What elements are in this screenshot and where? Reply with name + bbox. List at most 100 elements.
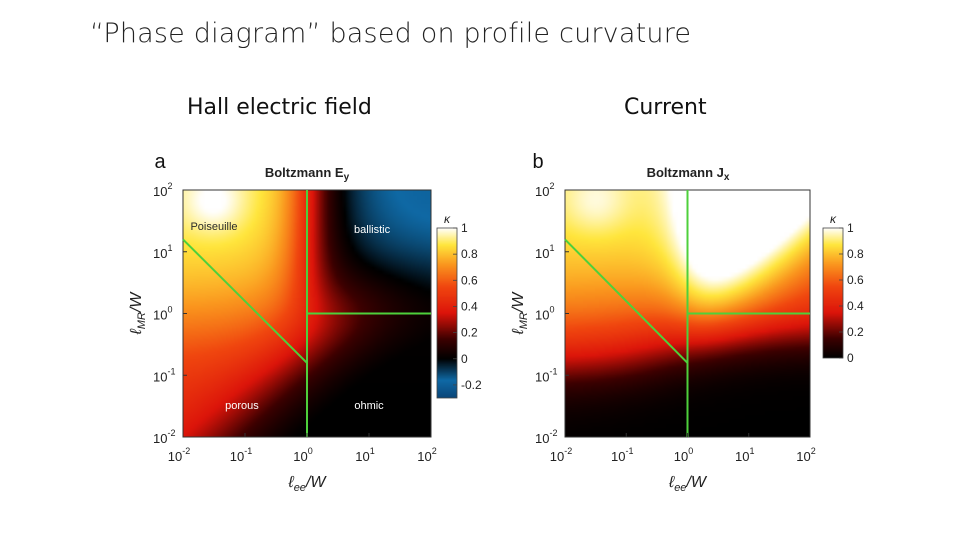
y-tick-label: 101 xyxy=(153,243,172,261)
label-rest: /W xyxy=(685,474,707,491)
region-label: ohmic xyxy=(354,400,384,412)
colorbar-label: κ xyxy=(830,212,837,226)
colorbar-tick-label: 0.8 xyxy=(461,247,478,261)
tick-exponent: 0 xyxy=(688,446,693,456)
y-axis-label: ℓMR/W xyxy=(128,291,148,336)
colorbar-tick-label: 0.4 xyxy=(461,299,478,313)
tick-exponent: 0 xyxy=(167,305,172,315)
colorbar-tick-label: 0 xyxy=(461,352,468,366)
tick-base: 10 xyxy=(355,449,369,464)
phase-boundary-line xyxy=(182,238,308,364)
tick-exponent: -1 xyxy=(244,446,252,456)
tick-base: 10 xyxy=(550,449,564,464)
tick-base: 10 xyxy=(153,184,167,199)
tick-base: 10 xyxy=(535,246,549,261)
title-subscript: y xyxy=(344,172,350,183)
tick-base: 10 xyxy=(535,308,549,323)
region-label: porous xyxy=(225,400,259,412)
tick-base: 10 xyxy=(153,431,167,446)
tick-base: 10 xyxy=(168,449,182,464)
panel-label: b xyxy=(532,151,543,173)
colorbar-tick-label: 0 xyxy=(847,351,854,365)
y-tick-label: 10-1 xyxy=(535,366,557,384)
x-tick-label: 100 xyxy=(293,446,312,464)
y-tick-label: 101 xyxy=(535,243,554,261)
heatmap-panel-b: 10-2 10-1 100 101 10210-210-1100101102ℓee/Wℓ… xyxy=(510,151,864,494)
tick-base: 10 xyxy=(153,246,167,261)
right-column-header: Current xyxy=(624,95,707,120)
tick-base: 10 xyxy=(293,449,307,464)
colorbar-gradient xyxy=(823,228,843,358)
label-symbol: ℓ xyxy=(288,474,295,491)
label-subscript: MR xyxy=(518,312,530,329)
label-subscript: ee xyxy=(294,482,306,494)
tick-base: 10 xyxy=(153,369,167,384)
colorbar-tick-label: 0.6 xyxy=(461,273,478,287)
colorbar-gradient xyxy=(437,228,457,398)
x-axis-label: ℓee/W xyxy=(288,474,328,494)
tick-exponent: 1 xyxy=(549,243,554,253)
tick-exponent: -2 xyxy=(549,428,557,438)
panel-label: a xyxy=(154,151,166,173)
y-tick-label: 102 xyxy=(535,181,554,199)
y-tick-label: 10-2 xyxy=(535,428,557,446)
region-label: ballistic xyxy=(354,224,391,236)
x-tick-label: 101 xyxy=(355,446,374,464)
label-symbol: ℓ xyxy=(668,474,675,491)
plot-title: Boltzmann Jx xyxy=(647,165,730,183)
tick-base: 10 xyxy=(611,449,625,464)
label-subscript: MR xyxy=(136,312,148,329)
tick-exponent: 0 xyxy=(308,446,313,456)
tick-base: 10 xyxy=(535,184,549,199)
left-column-header: Hall electric field xyxy=(187,95,372,120)
tick-exponent: -1 xyxy=(625,446,633,456)
x-axis-label: ℓee/W xyxy=(668,474,708,494)
x-tick-label: 10-2 xyxy=(168,446,190,464)
tick-base: 10 xyxy=(674,449,688,464)
colorbar-tick-label: 0.2 xyxy=(461,326,478,340)
tick-exponent: 1 xyxy=(167,243,172,253)
colorbar-frame xyxy=(822,227,844,359)
y-tick-label: 100 xyxy=(535,305,554,323)
colorbar-label: κ xyxy=(444,212,451,226)
title-main: Boltzmann J xyxy=(647,165,724,180)
x-tick-label: 10-1 xyxy=(230,446,252,464)
tick-exponent: 1 xyxy=(370,446,375,456)
label-symbol: ℓ xyxy=(510,328,527,335)
tick-base: 10 xyxy=(153,308,167,323)
x-tick-label: 102 xyxy=(796,446,815,464)
tick-exponent: 2 xyxy=(432,446,437,456)
tick-base: 10 xyxy=(230,449,244,464)
label-rest: /W xyxy=(305,474,327,491)
colorbar-tick-label: 1 xyxy=(847,221,854,235)
y-tick-label: 10-1 xyxy=(153,366,175,384)
phase-boundary-line xyxy=(564,238,689,364)
label-rest: /W xyxy=(510,291,527,313)
title-main: Boltzmann E xyxy=(265,165,344,180)
colorbar-tick-label: -0.2 xyxy=(461,378,482,392)
tick-base: 10 xyxy=(796,449,810,464)
tick-base: 10 xyxy=(535,431,549,446)
label-subscript: ee xyxy=(674,482,686,494)
y-axis-label: ℓMR/W xyxy=(510,291,530,336)
region-label: Poiseuille xyxy=(190,221,237,233)
tick-exponent: 0 xyxy=(549,305,554,315)
slide-title: “Phase diagram” based on profile curvatu… xyxy=(90,18,692,49)
y-tick-label: 10-2 xyxy=(153,428,175,446)
tick-exponent: 2 xyxy=(549,181,554,191)
colorbar-tick-label: 0.6 xyxy=(847,273,864,287)
tick-exponent: 2 xyxy=(811,446,816,456)
colorbar-frame xyxy=(436,227,458,399)
tick-base: 10 xyxy=(535,369,549,384)
y-tick-label: 102 xyxy=(153,181,172,199)
x-tick-label: 100 xyxy=(674,446,693,464)
colorbar-tick-label: 0.8 xyxy=(847,247,864,261)
tick-exponent: -1 xyxy=(167,366,175,376)
tick-exponent: 1 xyxy=(749,446,754,456)
label-rest: /W xyxy=(128,291,145,313)
tick-exponent: -2 xyxy=(167,428,175,438)
y-tick-label: 100 xyxy=(153,305,172,323)
colorbar-tick-label: 1 xyxy=(461,221,468,235)
